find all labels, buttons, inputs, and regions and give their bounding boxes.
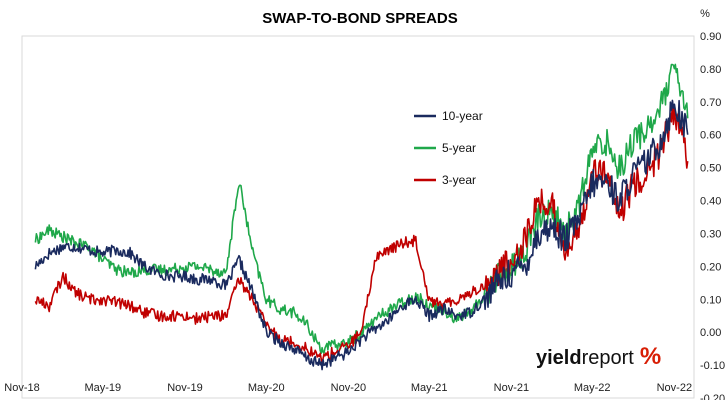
y-tick-label: 0.00 <box>700 327 721 339</box>
y-tick-label: -0.10 <box>700 360 725 372</box>
logo-word-yield: yield <box>536 347 582 369</box>
y-tick-label: 0.20 <box>700 261 721 273</box>
y-tick-label: 0.70 <box>700 97 721 109</box>
logo-wordmark: yieldreport% <box>536 343 661 370</box>
y-tick-label: 0.30 <box>700 228 721 240</box>
x-tick-label: May-21 <box>411 382 448 394</box>
chart-title: SWAP-TO-BOND SPREADS <box>262 10 458 27</box>
yieldreport-logo: yieldreport% <box>536 343 661 370</box>
legend-label: 10-year <box>442 109 483 123</box>
series-lines <box>34 63 689 371</box>
y-axis-unit: % <box>700 8 710 20</box>
legend-label: 3-year <box>442 173 476 187</box>
y-tick-label: 0.60 <box>700 130 721 142</box>
legend: 10-year 5-year 3-year <box>414 109 483 187</box>
y-tick-label: 0.10 <box>700 294 721 306</box>
x-tick-label: Nov-19 <box>167 382 202 394</box>
logo-word-report: report <box>582 347 635 369</box>
x-tick-label: Nov-22 <box>657 382 692 394</box>
plot-area-frame <box>21 35 695 399</box>
y-tick-label: 0.90 <box>700 31 721 43</box>
x-tick-label: May-22 <box>574 382 611 394</box>
x-tick-label: Nov-20 <box>331 382 366 394</box>
x-tick-label: Nov-18 <box>4 382 39 394</box>
legend-label: 5-year <box>442 141 476 155</box>
y-tick-label: 0.80 <box>700 64 721 76</box>
x-axis-ticks: Nov-18 May-19 Nov-19 May-20 Nov-20 May-21 Nov-… <box>4 382 692 394</box>
x-tick-label: May-20 <box>248 382 285 394</box>
y-tick-label: -0.20 <box>700 393 725 400</box>
y-tick-label: 0.40 <box>700 196 721 208</box>
series-line-3-year <box>34 100 689 364</box>
x-tick-label: Nov-21 <box>494 382 529 394</box>
y-axis-ticks: 0.90 0.80 0.70 0.60 0.50 0.40 0.30 0.20 0.10 0.00… <box>700 31 725 400</box>
series-line-10-year <box>34 99 689 371</box>
x-tick-label: May-19 <box>84 382 121 394</box>
y-tick-label: 0.50 <box>700 163 721 175</box>
logo-percent-symbol: % <box>640 343 661 370</box>
